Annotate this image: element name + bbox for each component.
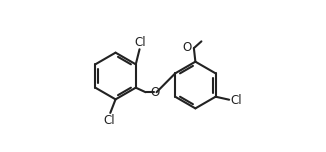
Text: O: O [182,41,192,54]
Text: Cl: Cl [104,114,115,127]
Text: Cl: Cl [135,36,146,48]
Text: Cl: Cl [231,94,242,107]
Text: O: O [150,86,160,99]
